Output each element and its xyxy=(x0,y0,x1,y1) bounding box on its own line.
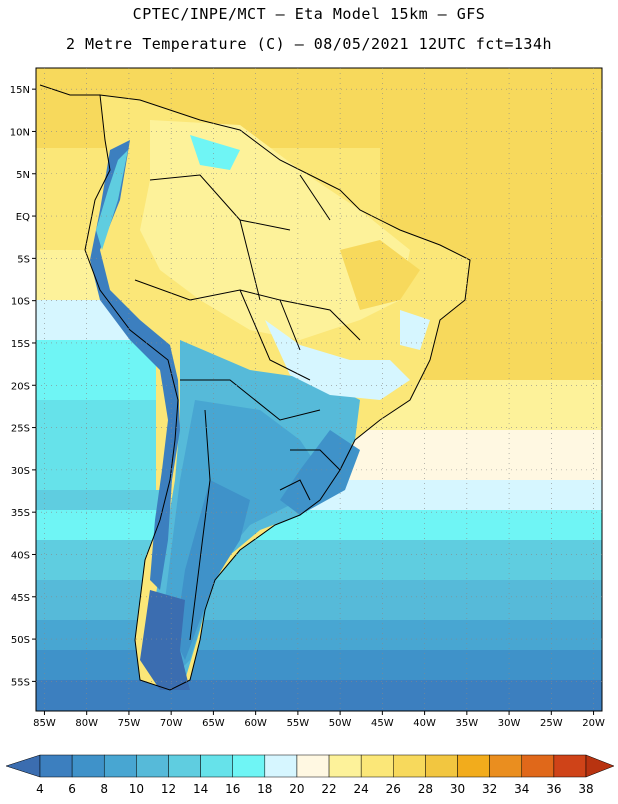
colorbar-label: 8 xyxy=(100,782,108,796)
lat-tick-label: 10N xyxy=(10,127,30,138)
map-frame xyxy=(35,67,603,712)
colorbar-swatch xyxy=(136,754,169,778)
lon-tick-label: 50W xyxy=(329,718,352,729)
colorbar-label: 10 xyxy=(129,782,144,796)
lat-tick-label: 5N xyxy=(16,170,30,181)
lat-tick-label: EQ xyxy=(16,212,30,223)
lon-tick-label: 75W xyxy=(118,718,141,729)
lon-tick-label: 25W xyxy=(540,718,563,729)
coastlines-borders xyxy=(39,84,471,691)
lat-tick-label: 40S xyxy=(11,550,30,561)
colorbar-label: 16 xyxy=(225,782,240,796)
lon-tick-label: 45W xyxy=(371,718,394,729)
lon-tick-label: 30W xyxy=(498,718,521,729)
colorbar-swatch xyxy=(168,754,201,778)
lon-tick-label: 60W xyxy=(244,718,267,729)
lon-tick-label: 40W xyxy=(413,718,436,729)
colorbar-label: 4 xyxy=(36,782,44,796)
colorbar-swatch xyxy=(200,754,233,778)
lon-tick-label: 55W xyxy=(287,718,310,729)
colorbar-label: 32 xyxy=(482,782,497,796)
lat-tick-label: 30S xyxy=(11,466,30,477)
lat-tick-label: 20S xyxy=(11,381,30,392)
lat-tick-label: 15N xyxy=(10,85,30,96)
colorbar-label: 12 xyxy=(161,782,176,796)
lat-tick-label: 45S xyxy=(11,593,30,604)
lon-tick-label: 85W xyxy=(33,718,56,729)
colorbar-label: 34 xyxy=(514,782,529,796)
colorbar-label: 30 xyxy=(450,782,465,796)
colorbar-swatch xyxy=(360,754,394,778)
lat-tick-label: 50S xyxy=(11,635,30,646)
lon-tick-label: 65W xyxy=(202,718,225,729)
colorbar-swatch xyxy=(39,754,73,778)
lat-tick-label: 10S xyxy=(11,297,30,308)
lon-tick-label: 80W xyxy=(75,718,98,729)
colorbar-swatch xyxy=(71,754,105,778)
lon-tick-label: 70W xyxy=(160,718,183,729)
colorbar-label: 6 xyxy=(68,782,76,796)
lat-tick-label: 5S xyxy=(17,254,30,265)
lat-tick-label: 25S xyxy=(11,424,30,435)
colorbar-low-arrow xyxy=(5,754,41,778)
lat-tick-label: 55S xyxy=(11,677,30,688)
colorbar-swatch xyxy=(103,754,137,778)
colorbar-label: 22 xyxy=(321,782,336,796)
colorbar-swatch xyxy=(232,754,266,778)
colorbar-swatch xyxy=(393,754,426,778)
map-title-line2: 2 Metre Temperature (C) – 08/05/2021 12U… xyxy=(65,35,553,53)
colorbar-label: 24 xyxy=(354,782,369,796)
colorbar-label: 26 xyxy=(386,782,401,796)
colorbar-swatch xyxy=(521,754,555,778)
lat-tick-label: 35S xyxy=(11,508,30,519)
colorbar-label: 18 xyxy=(257,782,272,796)
colorbar-swatch xyxy=(264,754,298,778)
colorbar-label: 20 xyxy=(289,782,304,796)
graticule xyxy=(32,68,602,715)
colorbar-label: 28 xyxy=(418,782,433,796)
temperature-field xyxy=(36,68,602,711)
lat-tick-label: 15S xyxy=(11,339,30,350)
colorbar-label: 38 xyxy=(578,782,593,796)
lon-tick-label: 35W xyxy=(456,718,479,729)
colorbar-label: 36 xyxy=(546,782,561,796)
colorbar-swatch xyxy=(553,754,587,778)
colorbar-swatch xyxy=(457,754,490,778)
colorbar-swatch xyxy=(489,754,523,778)
map-title-line1: CPTEC/INPE/MCT – Eta Model 15km – GFS xyxy=(132,5,486,23)
colorbar-swatch xyxy=(425,754,458,778)
colorbar-high-arrow xyxy=(585,754,615,778)
colorbar-swatch xyxy=(328,754,362,778)
colorbar-label: 14 xyxy=(193,782,208,796)
lon-tick-label: 20W xyxy=(582,718,605,729)
colorbar-swatch xyxy=(296,754,330,778)
